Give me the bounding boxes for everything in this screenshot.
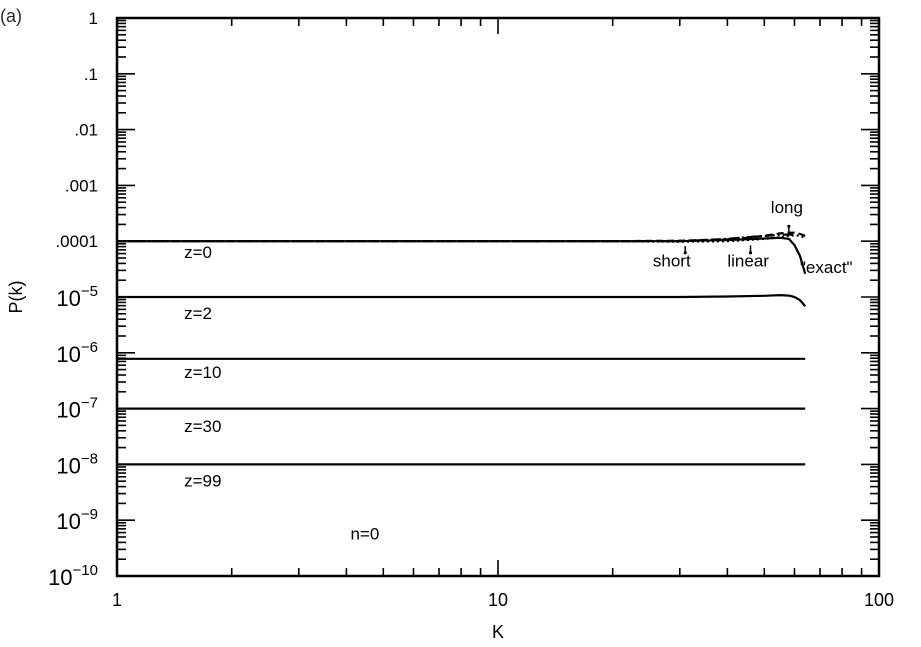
x-tick-label: 10 (488, 590, 508, 610)
x-tick-label: 1 (112, 590, 122, 610)
y-tick-label: .01 (74, 121, 98, 140)
annotation-label: z=99 (184, 472, 221, 491)
annotation-label: z=2 (184, 304, 212, 323)
y-tick-label: 1 (89, 9, 98, 28)
annotation-label: z=10 (184, 363, 221, 382)
annotations: z=0 z=2 z=10 z=30 z=99 n=0 long short linear "exa… (184, 198, 853, 544)
panel-label: (a) (0, 6, 22, 26)
annotation-label: z=0 (184, 243, 212, 262)
annotation-label: short (653, 252, 691, 271)
x-axis-label: K (492, 622, 504, 642)
y-tick-label: 10−6 (56, 339, 98, 367)
y-tick-label: 10−7 (56, 395, 98, 423)
y-tick-label: .001 (65, 176, 98, 195)
annotation-label: "exact" (800, 258, 853, 277)
long-pointer-tip (787, 224, 791, 228)
series-line-dashed (117, 231, 806, 243)
series-line-solid (117, 294, 807, 307)
linear-pointer-tip (748, 251, 753, 255)
y-tick-label: 10−10 (48, 562, 98, 590)
annotation-label: linear (727, 252, 769, 271)
series-line-solid (117, 236, 807, 275)
x-tick-label: 100 (864, 590, 894, 610)
tick-labels: 1 10 100 1 .1 .01 .001 .0001 10−5 10−6 10−7 10−8 10−… (48, 9, 894, 610)
y-tick-label: 10−8 (56, 450, 98, 478)
short-pointer-tip (683, 251, 687, 255)
plot-frame (115, 16, 881, 578)
annotation-label: z=30 (184, 417, 221, 436)
data-series (117, 231, 807, 466)
y-tick-label: 10−5 (56, 283, 98, 311)
y-tick-label: 10−9 (56, 506, 98, 534)
annotation-label: long (771, 198, 803, 217)
y-axis-label: P(k) (6, 281, 26, 314)
y-tick-label: .0001 (55, 232, 98, 251)
y-tick-label: .1 (84, 65, 98, 84)
annotation-label: n=0 (350, 525, 379, 544)
